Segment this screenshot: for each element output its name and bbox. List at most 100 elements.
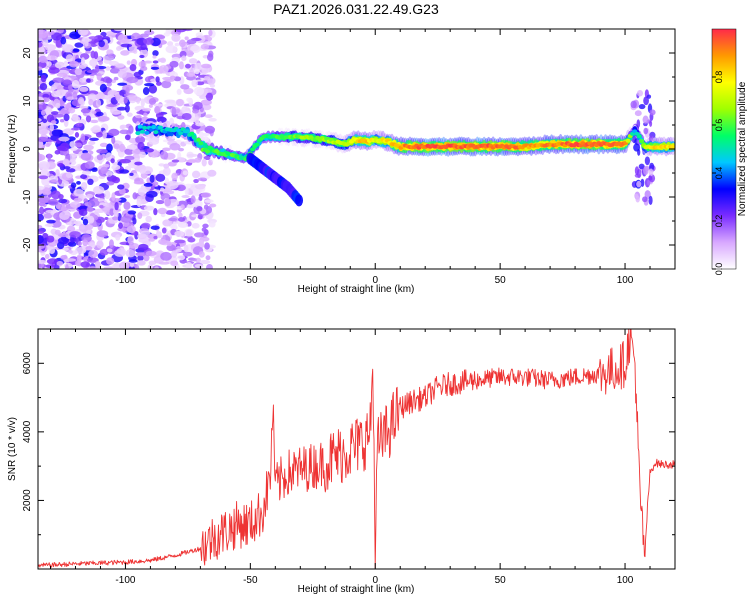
noise-blob xyxy=(120,50,130,56)
noise-blob xyxy=(181,194,190,199)
colorbar-label: Normalized spectral amplitude xyxy=(737,81,748,216)
noise-blob xyxy=(647,179,651,186)
noise-blob xyxy=(120,215,132,223)
noise-blob xyxy=(74,68,83,76)
noise-blob xyxy=(63,247,69,251)
snr-panel: -100 -50 0 50 100 2000 4000 6000 Height of str… xyxy=(7,328,676,595)
noise-blob xyxy=(204,242,210,250)
noise-blob xyxy=(83,198,89,204)
noise-blob xyxy=(84,38,89,47)
noise-blob xyxy=(149,174,155,183)
noise-blob xyxy=(171,250,178,258)
spectrogram-noise-blobs xyxy=(38,29,656,269)
figure-title: PAZ1.2026.031.22.49.G23 xyxy=(273,1,439,17)
noise-blob xyxy=(206,264,213,269)
noise-blob xyxy=(201,227,207,232)
noise-blob xyxy=(45,142,51,147)
noise-blob xyxy=(193,68,200,75)
colorbar: 0.0 0.2 0.4 0.6 0.8 Normalized spectral ampl… xyxy=(711,28,748,275)
noise-blob xyxy=(111,192,116,202)
noise-blob xyxy=(176,88,182,96)
noise-blob xyxy=(111,176,121,184)
noise-blob xyxy=(193,86,205,96)
snr-frame xyxy=(37,328,676,570)
noise-blob xyxy=(184,36,189,41)
noise-blob xyxy=(155,76,160,83)
noise-blob xyxy=(78,208,88,217)
noise-blob xyxy=(86,206,94,213)
noise-blob xyxy=(136,255,144,261)
noise-blob xyxy=(74,132,80,138)
noise-blob xyxy=(73,197,83,203)
ridge-cell xyxy=(196,137,202,142)
noise-blob xyxy=(156,116,167,123)
noise-blob xyxy=(208,29,213,37)
noise-blob xyxy=(161,227,167,234)
snr-x-axis: -100 -50 0 50 100 xyxy=(49,329,676,586)
noise-blob xyxy=(58,136,70,142)
noise-blob xyxy=(90,50,96,59)
noise-blob xyxy=(191,222,200,229)
ridge-cell xyxy=(144,130,150,135)
noise-blob xyxy=(141,222,151,229)
ridge-cell xyxy=(178,131,184,136)
noise-blob xyxy=(200,192,212,198)
noise-blob xyxy=(73,221,79,225)
noise-blob xyxy=(46,219,56,224)
noise-blob xyxy=(41,109,46,116)
noise-blob xyxy=(201,63,212,69)
noise-blob xyxy=(95,208,103,213)
snr-series-line xyxy=(38,329,675,569)
noise-blob xyxy=(106,49,114,56)
noise-blob xyxy=(192,258,197,262)
noise-blob xyxy=(86,78,91,83)
noise-blob xyxy=(86,69,98,74)
noise-blob xyxy=(165,210,176,216)
noise-blob xyxy=(47,198,59,206)
noise-blob xyxy=(135,135,146,144)
noise-blob xyxy=(142,107,152,112)
noise-blob xyxy=(198,195,203,202)
ridge-cell xyxy=(142,125,148,130)
noise-blob xyxy=(634,110,642,117)
noise-blob xyxy=(171,33,181,42)
noise-blob xyxy=(636,119,641,128)
noise-blob xyxy=(182,251,193,257)
noise-blob xyxy=(648,195,653,206)
noise-blob xyxy=(197,177,207,182)
noise-blob xyxy=(193,232,205,238)
noise-blob xyxy=(95,111,104,117)
noise-blob xyxy=(38,96,45,105)
noise-blob xyxy=(57,237,69,245)
noise-blob xyxy=(172,221,177,229)
noise-blob xyxy=(107,53,116,59)
noise-blob xyxy=(113,76,119,81)
noise-blob xyxy=(85,246,93,251)
ridge-cell xyxy=(636,134,642,139)
noise-blob xyxy=(148,139,160,145)
snr-y-label: SNR (10 * v/v) xyxy=(7,417,18,481)
noise-blob xyxy=(41,177,51,186)
noise-blob xyxy=(171,172,178,181)
noise-blob xyxy=(184,187,189,196)
noise-blob xyxy=(117,227,128,232)
noise-blob xyxy=(48,246,56,255)
noise-blob xyxy=(106,143,113,153)
noise-blob xyxy=(78,77,88,83)
noise-blob xyxy=(180,204,185,209)
noise-blob xyxy=(112,216,119,221)
noise-blob xyxy=(648,168,654,177)
noise-blob xyxy=(65,171,72,179)
snr-x-tick-label: -50 xyxy=(243,575,258,586)
noise-blob xyxy=(183,244,189,253)
noise-blob xyxy=(135,252,147,257)
noise-blob xyxy=(98,39,105,48)
noise-blob xyxy=(140,230,151,236)
colorbar-tick-label: 0.6 xyxy=(714,119,724,132)
spectrogram-y-tick-label: 0 xyxy=(22,146,33,152)
noise-blob xyxy=(136,110,146,115)
noise-blob xyxy=(80,57,86,66)
noise-blob xyxy=(119,159,131,164)
noise-blob xyxy=(72,79,80,89)
